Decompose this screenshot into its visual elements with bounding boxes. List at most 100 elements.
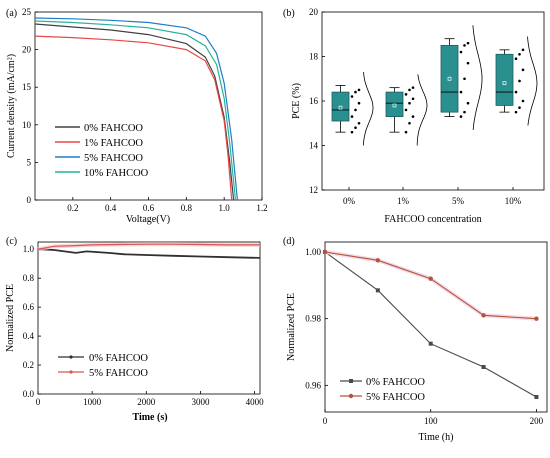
x-tick-label: 0: [323, 416, 328, 426]
legend-label: 0% FAHCOO: [366, 377, 425, 388]
data-point: [411, 86, 415, 89]
data-point: [459, 115, 463, 118]
y-tick-label: 20: [22, 45, 32, 55]
data-point: [428, 341, 433, 346]
chart-d: 0.96 0.98 1.00 0 100 200 0% FAHCOO 5% FAHCOO: [305, 247, 543, 426]
data-point: [357, 101, 361, 105]
y-tick-label: 0.6: [23, 302, 35, 312]
y-tick-label: 0.2: [23, 360, 34, 370]
data-point: [350, 130, 354, 134]
y-tick-label: 1.0: [23, 244, 35, 254]
x-tick-label: 0: [36, 397, 41, 407]
data-point: [375, 288, 380, 293]
panel-label-b: (b): [283, 8, 295, 19]
box: [495, 53, 514, 106]
data-point: [411, 115, 415, 118]
legend-label: 5% FAHCOO: [84, 153, 143, 164]
y-tick-label: 0.96: [305, 380, 321, 390]
data-point: [521, 68, 525, 72]
data-point: [357, 88, 361, 92]
data-point: [514, 57, 518, 61]
y-tick-label: 10: [22, 120, 32, 130]
box: [440, 44, 459, 113]
y-tick-label: 0.4: [23, 331, 35, 341]
plot-frame-d: [324, 241, 548, 413]
data-point: [514, 110, 518, 114]
x-tick-label: 100: [424, 416, 438, 426]
y-tick-label: 0.0: [23, 389, 35, 399]
legend-marker: [69, 355, 73, 359]
x-tick-label: 200: [530, 416, 544, 426]
data-point: [411, 97, 415, 101]
x-tick-label: 0.2: [67, 203, 78, 213]
mean-marker: [502, 81, 507, 86]
y-tick-label: 12: [309, 185, 318, 195]
panel-label-a: (a): [6, 8, 17, 19]
legend-label: 0% FAHCOO: [84, 123, 143, 134]
x-tick-label: 1.0: [219, 203, 231, 213]
x-tick-label: 0%: [343, 196, 356, 206]
x-tick-label: 1000: [83, 397, 102, 407]
data-point: [459, 90, 463, 94]
data-point: [518, 79, 521, 83]
data-point: [408, 121, 411, 125]
data-point: [518, 52, 521, 56]
x-tick-label: 1.2: [256, 203, 267, 213]
legend-marker: [348, 393, 354, 399]
legend-label: 1% FAHCOO: [84, 138, 143, 149]
series-band: [324, 250, 537, 321]
legend-marker: [349, 379, 353, 383]
data-point: [404, 108, 408, 112]
data-point: [521, 99, 525, 103]
x-tick-label: 5%: [452, 196, 465, 206]
y-axis-title-c: Normalized PCE: [5, 284, 16, 352]
panel-label-c: (c): [6, 236, 17, 247]
legend-label: 0% FAHCOO: [89, 353, 148, 364]
data-point: [463, 77, 466, 81]
data-point: [408, 101, 411, 105]
data-point: [514, 90, 518, 94]
y-tick-label: 0: [27, 195, 32, 205]
y-tick-label: 5: [27, 157, 32, 167]
x-tick-label: 2000: [137, 397, 156, 407]
data-point: [466, 41, 470, 45]
y-tick-label: 1.00: [305, 247, 321, 257]
series-line: [34, 20, 237, 201]
panel-label-d: (d): [283, 236, 295, 247]
data-point: [463, 44, 466, 47]
y-tick-label: 20: [309, 7, 319, 17]
box: [331, 91, 350, 122]
y-axis-title-b: PCE (%): [291, 83, 302, 119]
data-point: [534, 395, 539, 399]
data-point: [375, 258, 381, 263]
data-point: [466, 101, 470, 105]
series-line: [34, 23, 235, 201]
data-point: [459, 50, 463, 54]
distribution-curve: [416, 74, 428, 146]
data-point: [357, 121, 361, 125]
plot-frame-c: [37, 241, 261, 395]
series-line: [37, 248, 261, 259]
data-point: [481, 365, 486, 369]
x-tick-label: 10%: [505, 196, 522, 206]
data-point: [354, 90, 357, 94]
legend-label: 10% FAHCOO: [84, 168, 149, 179]
y-axis-title-a: Current density (mA/cm²): [6, 54, 17, 158]
distribution-curve: [472, 25, 483, 130]
series-line: [37, 243, 260, 250]
distribution-curve: [527, 36, 538, 126]
data-point: [428, 276, 433, 281]
y-tick-label: 14: [309, 141, 319, 151]
data-point: [466, 61, 470, 65]
series-line: [324, 251, 537, 320]
x-tick-label: 4000: [246, 397, 265, 407]
mean-marker: [392, 103, 397, 108]
data-point: [322, 249, 328, 255]
data-point: [463, 110, 466, 114]
data-point: [481, 313, 486, 318]
data-point: [404, 93, 408, 96]
data-point: [350, 95, 354, 98]
mean-marker: [338, 105, 343, 110]
y-tick-label: 0.8: [23, 273, 35, 283]
